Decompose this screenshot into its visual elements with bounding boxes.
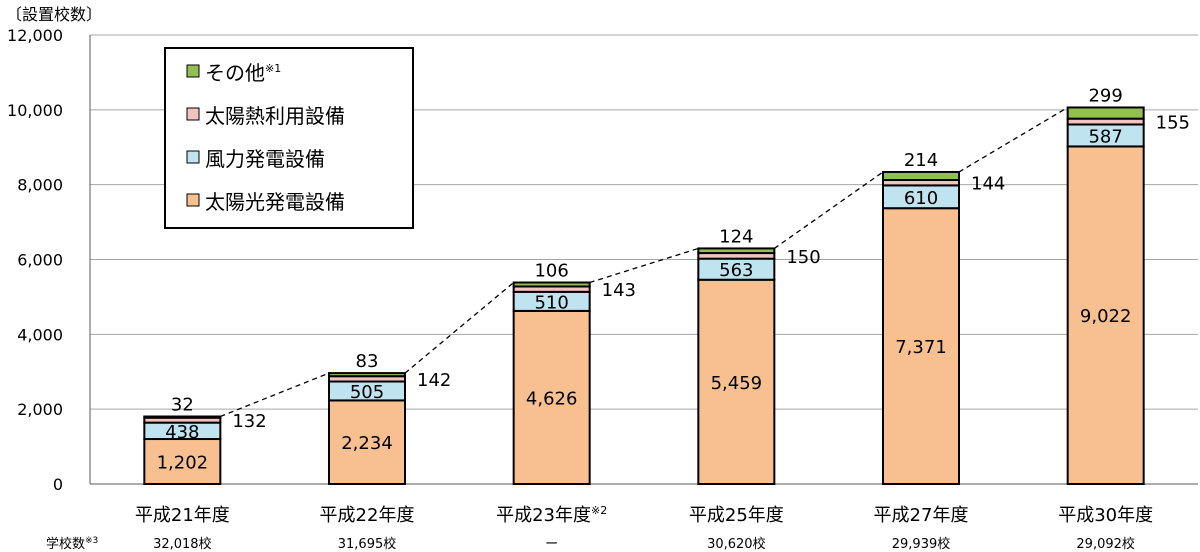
y-tick-label: 8,000 <box>17 176 63 195</box>
x-tick-label: 平成30年度 <box>1058 505 1153 526</box>
bar-segment-1 <box>1066 145 1145 486</box>
y-tick-label: 10,000 <box>7 101 63 120</box>
bar-segment-1 <box>143 438 222 486</box>
data-label-solar: 4,626 <box>526 388 578 409</box>
y-tick-label: 0 <box>53 475 63 494</box>
data-label-solar: 9,022 <box>1080 306 1132 327</box>
data-label-solar: 5,459 <box>711 373 763 394</box>
bar-segment-4 <box>882 170 960 181</box>
trend-line-segment <box>773 171 884 249</box>
data-label-wind: 505 <box>350 382 384 403</box>
data-label-solar-thermal: 144 <box>971 174 1005 195</box>
bar-segment-1 <box>697 278 776 486</box>
school-count-value: 30,620校 <box>707 536 766 552</box>
data-label-solar: 2,234 <box>341 433 393 454</box>
legend-swatch <box>186 107 200 121</box>
x-tick-label: 平成22年度 <box>320 505 415 526</box>
data-labels: 1,202 438 132 32 2,234 505 142 83 4,626 510 143 106… <box>157 85 1190 473</box>
data-label-solar-thermal: 150 <box>786 247 820 268</box>
data-label-other: 214 <box>904 150 938 171</box>
school-count-label: 学校数※3 <box>46 536 98 552</box>
legend-label: 太陽熱利用設備 <box>205 104 345 128</box>
data-label-other: 106 <box>534 261 568 282</box>
data-label-solar-thermal: 142 <box>417 370 451 391</box>
total-trend-line <box>220 106 1068 418</box>
x-tick-label: 平成21年度 <box>135 505 230 526</box>
data-label-other: 32 <box>171 395 194 416</box>
legend-swatch <box>186 64 200 78</box>
data-label-solar: 7,371 <box>895 337 947 358</box>
bar-segment-4 <box>512 281 591 288</box>
bar-segment-4 <box>1066 106 1145 120</box>
legend-label: 太陽光発電設備 <box>205 190 345 214</box>
trend-line-segment <box>958 106 1068 173</box>
y-axis: 0 2,000 4,000 6,000 8,000 10,000 12,000 <box>7 26 91 494</box>
legend-swatch <box>186 150 200 164</box>
bar-segment-4 <box>328 372 406 378</box>
legend-label: 風力発電設備 <box>205 147 325 171</box>
trend-line-segment <box>404 282 515 374</box>
school-counts-row: 32,018校 31,695校 ー 30,620校 29,939校 29,092校 学校数※… <box>46 536 1135 552</box>
bar-segment-1 <box>882 207 960 485</box>
data-label-solar-thermal: 132 <box>232 411 266 432</box>
school-count-value: 29,939校 <box>892 536 951 552</box>
x-tick-label: 平成27年度 <box>874 505 969 526</box>
y-tick-label: 12,000 <box>7 26 63 45</box>
trend-line-segment <box>589 247 699 284</box>
data-label-solar: 1,202 <box>157 453 209 474</box>
legend-box <box>164 47 414 229</box>
data-label-solar-thermal: 143 <box>602 280 636 301</box>
bar-segment-4 <box>143 415 222 419</box>
y-tick-label: 4,000 <box>17 325 63 344</box>
school-count-value: 32,018校 <box>153 536 212 552</box>
trend-line-segment <box>220 372 330 418</box>
bar-segment-4 <box>697 247 776 255</box>
y-tick-label: 2,000 <box>17 400 63 419</box>
data-label-other: 124 <box>719 226 753 247</box>
bars <box>143 106 1145 486</box>
school-count-value: ー <box>545 537 558 552</box>
data-label-wind: 587 <box>1088 126 1122 147</box>
y-tick-label: 6,000 <box>17 251 63 270</box>
bar-segment-1 <box>512 309 591 485</box>
school-count-value: 29,092校 <box>1076 536 1135 552</box>
data-label-other: 83 <box>356 351 379 372</box>
data-label-wind: 563 <box>719 260 753 281</box>
data-label-wind: 610 <box>904 188 938 209</box>
school-count-value: 31,695校 <box>338 536 397 552</box>
data-label-wind: 510 <box>534 292 568 313</box>
data-label-wind: 438 <box>165 422 199 443</box>
x-tick-label: 平成25年度 <box>689 505 784 526</box>
data-label-other: 299 <box>1088 85 1122 106</box>
data-label-solar-thermal: 155 <box>1156 113 1190 134</box>
x-axis: 平成21年度 平成22年度 平成23年度※2 平成25年度 平成27年度 平成30年度 <box>135 504 1153 526</box>
legend-swatch <box>186 193 200 207</box>
x-tick-label: 平成23年度※2 <box>496 504 607 526</box>
y-axis-title: 〔設置校数〕 <box>6 5 102 24</box>
